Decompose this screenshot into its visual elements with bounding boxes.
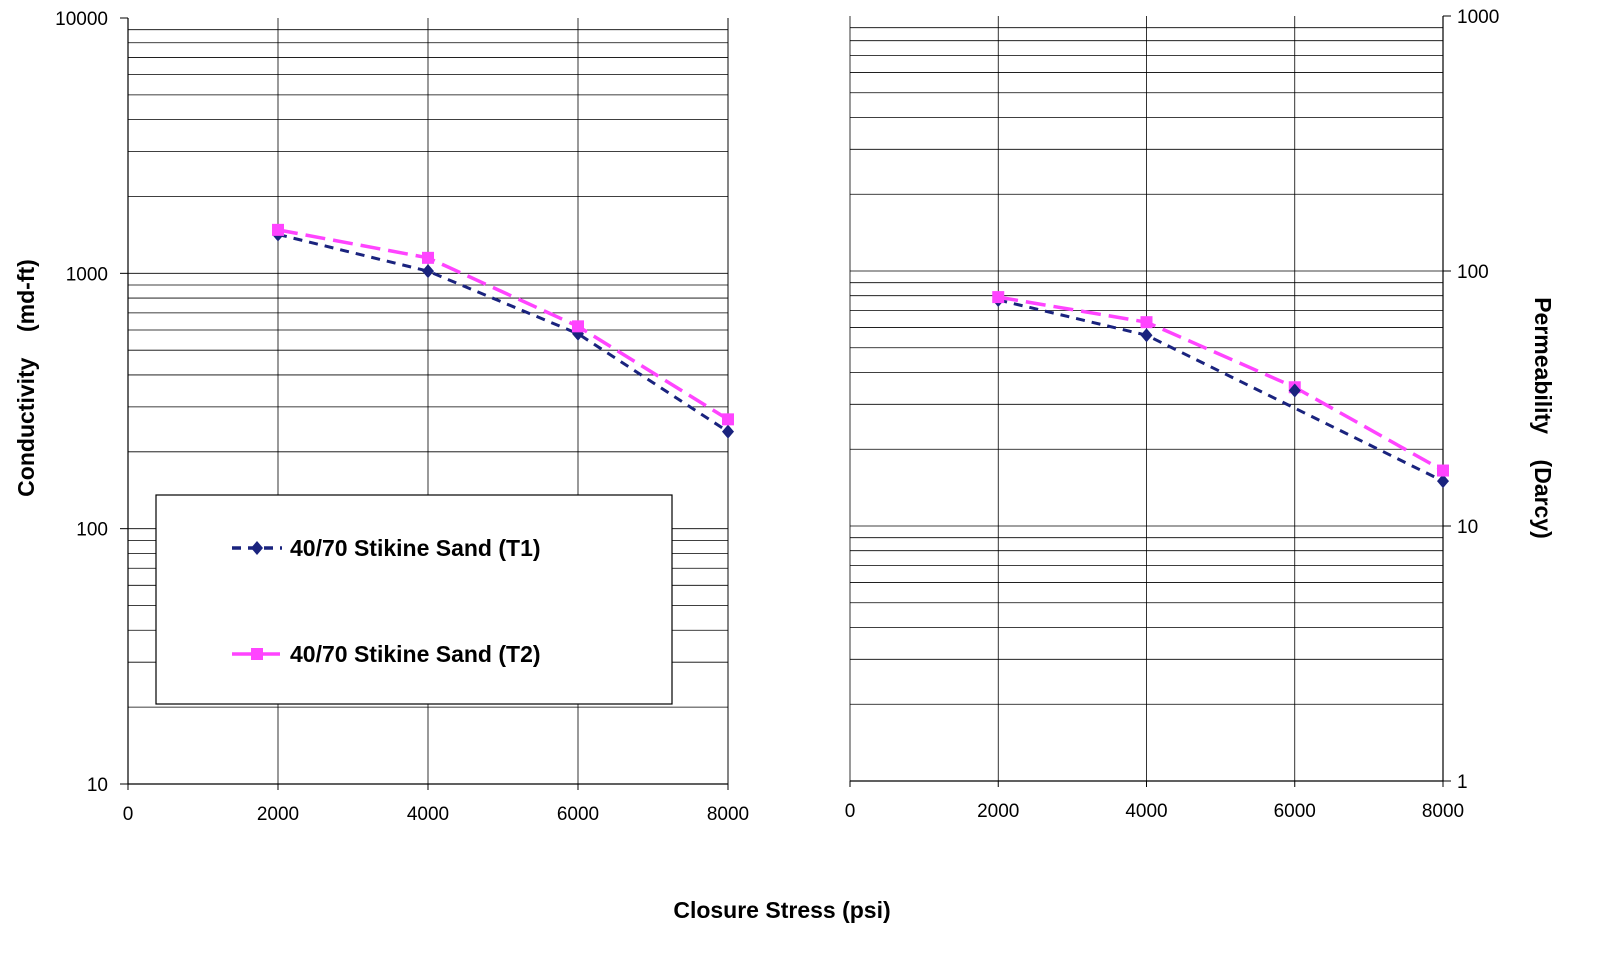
y-tick-label: 1: [1457, 772, 1468, 793]
x-tick-label: 4000: [407, 804, 449, 825]
data-point-series-1: [1288, 383, 1301, 398]
legend-swatch-marker: [251, 648, 263, 660]
x-tick-label: 4000: [1125, 801, 1167, 822]
y-tick-label: 10: [1457, 517, 1478, 538]
y-tick-label: 100: [76, 520, 108, 541]
series-line-1: [997, 298, 1444, 483]
data-point-series-2: [422, 251, 434, 264]
data-point-series-2: [722, 413, 734, 426]
x-tick-label: 0: [123, 804, 134, 825]
legend-label: 40/70 Stikine Sand (T1): [290, 535, 541, 561]
x-axis-title: Closure Stress (psi): [673, 897, 890, 923]
series-line-1: [277, 232, 729, 433]
data-point-series-2: [1140, 316, 1153, 329]
data-point-series-2: [272, 223, 284, 236]
data-point-series-2: [992, 291, 1005, 304]
data-point-series-1: [1140, 328, 1153, 343]
right-y-axis-title: Permeability (Darcy): [1530, 297, 1556, 539]
legend-label: 40/70 Stikine Sand (T2): [290, 641, 541, 667]
x-tick-label: 6000: [557, 804, 599, 825]
y-tick-label: 1000: [66, 264, 108, 285]
x-tick-label: 0: [845, 801, 856, 822]
legend: 40/70 Stikine Sand (T1) 40/70 Stikine San…: [155, 494, 673, 705]
y-tick-label: 10000: [55, 9, 108, 30]
x-tick-label: 6000: [1274, 801, 1316, 822]
y-tick-label: 10: [87, 775, 108, 796]
x-tick-label: 2000: [257, 804, 299, 825]
y-tick-label: 100: [1457, 262, 1489, 283]
data-point-series-1: [1437, 474, 1449, 489]
x-tick-label: 2000: [977, 801, 1019, 822]
y-tick-label: 1000: [1457, 7, 1499, 28]
series-line-2: [277, 228, 729, 421]
data-point-series-2: [1437, 464, 1449, 477]
legend-box: [155, 494, 673, 705]
right-panel: 0 2000 4000 6000 8000 1 10 100 1000: [845, 7, 1500, 822]
data-point-series-1: [722, 424, 734, 439]
x-tick-label: 8000: [707, 804, 749, 825]
series-line-2: [997, 295, 1444, 473]
x-tick-label: 8000: [1422, 801, 1464, 822]
legend-swatch-marker: [251, 541, 263, 555]
data-point-series-2: [572, 320, 584, 333]
data-point-series-1: [422, 264, 434, 279]
left-y-axis-title: Conductivity (md-ft): [13, 259, 39, 497]
